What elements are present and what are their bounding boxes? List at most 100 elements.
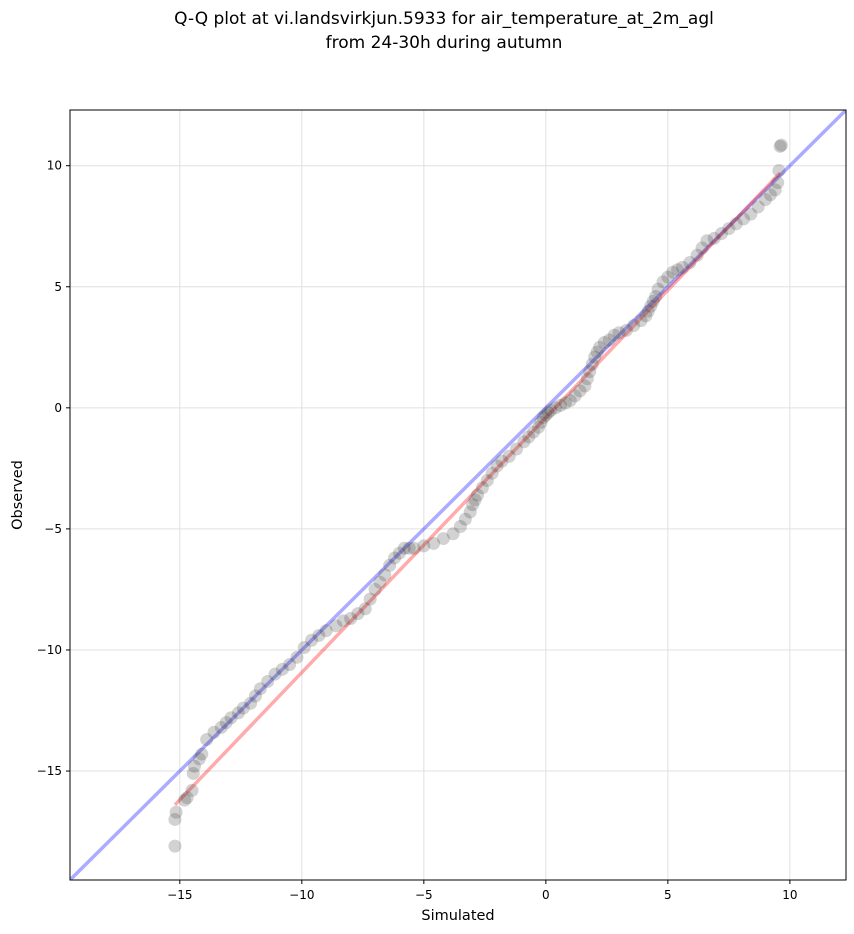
data-point [700,234,714,248]
data-point [468,493,482,507]
data-point [186,766,200,780]
x-tick-label: −5 [415,888,433,902]
data-point [744,207,758,221]
data-point [471,488,485,502]
data-point [195,747,209,761]
data-point [463,505,477,519]
data-point [336,614,350,628]
data-point [358,602,372,616]
plot-area-frame [69,109,847,881]
data-point [695,241,709,255]
data-point [378,568,392,582]
data-point [436,532,450,546]
data-point [737,212,751,226]
fit-line [173,171,782,807]
data-point [290,650,304,664]
chart-title-line-1: Q-Q plot at vi.landsvirkjun.5933 for air… [174,9,714,29]
data-point [214,720,228,734]
data-point [771,176,785,190]
grid-lines [70,110,846,880]
data-point [185,783,199,797]
data-point [402,541,416,555]
data-point [671,263,685,277]
data-point [593,340,607,354]
data-point [649,289,663,303]
y-tick-label: 0 [54,401,62,415]
data-point [661,270,675,284]
data-point [634,314,648,328]
data-point [392,546,406,560]
y-tick-label: −10 [37,643,62,657]
y-tick-label: −5 [44,522,62,536]
data-point [602,333,616,347]
data-point [329,619,343,633]
x-tick-label: −10 [289,888,314,902]
data-point [178,793,192,807]
data-point [219,716,233,730]
data-point [646,294,660,308]
data-point [236,701,250,715]
data-point [305,633,319,647]
y-tick-label: 5 [54,280,62,294]
data-point [427,536,441,550]
data-point [231,706,245,720]
x-axis-ticks: −15 −10 −5 0 5 10 [167,880,798,902]
data-point [619,323,633,337]
data-point [722,222,736,236]
data-point [517,435,531,449]
data-point [253,682,267,696]
data-points [168,138,788,853]
data-point [607,328,621,342]
data-point [715,226,729,240]
data-point [248,689,262,703]
data-point [510,442,524,456]
data-point [627,319,641,333]
data-point [200,733,214,747]
data-point [283,657,297,671]
x-tick-label: −15 [167,888,192,902]
identity-line [70,110,846,880]
data-point [192,752,206,766]
data-point [407,541,421,555]
data-point [368,582,382,596]
y-tick-label: −15 [37,764,62,778]
data-point [458,512,472,526]
data-point [568,389,582,403]
data-point [224,711,238,725]
data-point [772,164,786,178]
reference-lines [70,110,846,880]
data-point [612,326,626,340]
data-point [351,607,365,621]
data-point [549,401,563,415]
data-point [644,299,658,313]
data-point [383,558,397,572]
data-point [490,459,504,473]
data-point [261,674,275,688]
data-point [539,408,553,422]
data-point [207,725,221,739]
data-point [485,466,499,480]
data-point [651,282,665,296]
data-point [639,309,653,323]
data-point [583,365,597,379]
x-axis-label: Simulated [421,908,494,924]
data-point [453,519,467,533]
data-point [168,839,182,853]
data-point [536,411,550,425]
data-point [641,304,655,318]
data-point [480,473,494,487]
data-point [666,265,680,279]
data-point [268,667,282,681]
data-point [751,200,765,214]
data-point [169,805,183,819]
data-point [522,430,536,444]
data-point [585,357,599,371]
data-point [319,624,333,638]
data-point [676,260,690,274]
data-point [446,527,460,541]
data-point [388,551,402,565]
data-point [275,662,289,676]
data-point [590,345,604,359]
x-tick-label: 10 [782,888,797,902]
